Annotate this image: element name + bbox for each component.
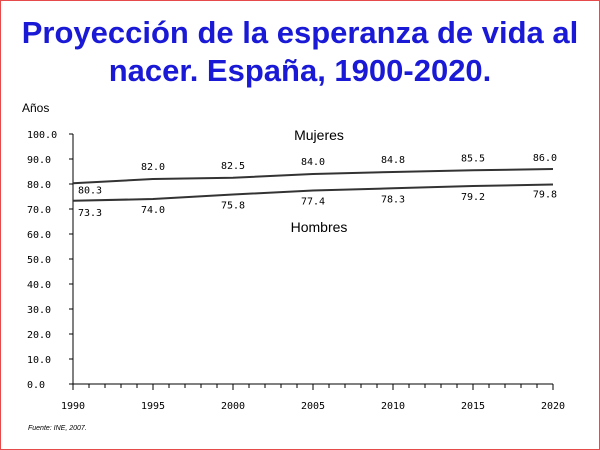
chart-title: Proyección de la esperanza de vida al na… bbox=[21, 15, 579, 88]
series-name-hombres: Hombres bbox=[291, 219, 348, 235]
y-tick-label: 10.0 bbox=[27, 355, 51, 366]
data-label-hombres: 78.3 bbox=[381, 194, 405, 205]
y-tick-label: 70.0 bbox=[27, 205, 51, 216]
x-tick-label: 1990 bbox=[61, 401, 85, 412]
x-tick-label: 1995 bbox=[141, 401, 165, 412]
y-tick-label: 30.0 bbox=[27, 305, 51, 316]
y-axis-label: Años bbox=[22, 101, 50, 115]
y-tick-label: 20.0 bbox=[27, 330, 51, 341]
data-label-mujeres: 84.0 bbox=[301, 157, 325, 168]
series-line-mujeres bbox=[72, 168, 554, 185]
data-label-hombres: 77.4 bbox=[301, 197, 325, 208]
y-tick-label: 50.0 bbox=[27, 255, 51, 266]
data-label-hombres: 79.8 bbox=[533, 190, 557, 201]
data-label-mujeres: 82.5 bbox=[221, 161, 245, 172]
x-tick-label: 2000 bbox=[221, 401, 245, 412]
data-label-hombres: 74.0 bbox=[141, 205, 165, 216]
data-label-mujeres: 84.8 bbox=[381, 155, 405, 166]
source-note: Fuente: INE, 2007. bbox=[28, 425, 87, 432]
y-tick-label: 100.0 bbox=[27, 130, 57, 141]
y-tick-label: 90.0 bbox=[27, 155, 51, 166]
data-label-mujeres: 80.3 bbox=[78, 185, 102, 196]
x-tick-label: 2010 bbox=[381, 401, 405, 412]
y-tick-label: 60.0 bbox=[27, 230, 51, 241]
data-label-hombres: 79.2 bbox=[461, 192, 485, 203]
series-line-hombres bbox=[72, 183, 554, 202]
x-tick-label: 2015 bbox=[461, 401, 485, 412]
data-label-mujeres: 82.0 bbox=[141, 162, 165, 173]
data-label-hombres: 75.8 bbox=[221, 201, 245, 212]
data-label-hombres: 73.3 bbox=[78, 208, 102, 219]
x-tick-label: 2020 bbox=[541, 401, 565, 412]
data-label-mujeres: 85.5 bbox=[461, 153, 485, 164]
y-tick-label: 0.0 bbox=[27, 380, 45, 391]
data-label-mujeres: 86.0 bbox=[533, 153, 557, 164]
series-name-mujeres: Mujeres bbox=[294, 127, 344, 143]
y-tick-label: 40.0 bbox=[27, 280, 51, 291]
y-tick-label: 80.0 bbox=[27, 180, 51, 191]
x-tick-label: 2005 bbox=[301, 401, 325, 412]
